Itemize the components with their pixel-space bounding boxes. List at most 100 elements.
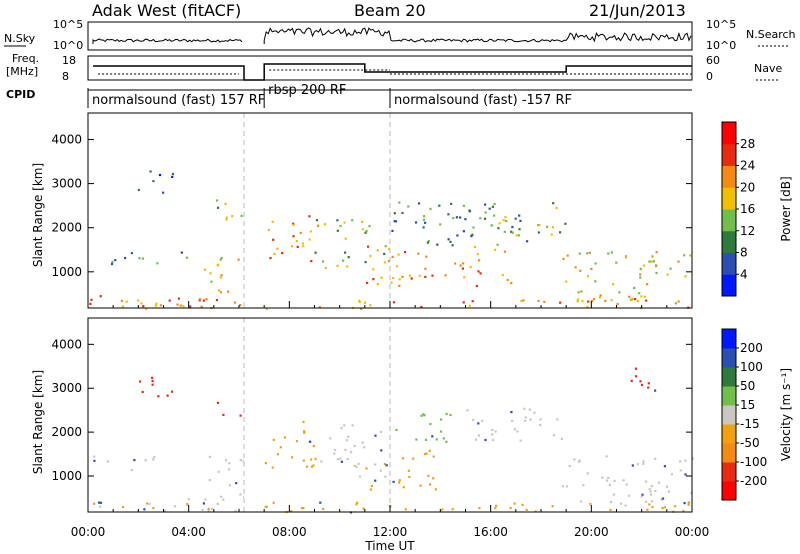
echo-cell [365, 230, 368, 233]
echo-cell [425, 255, 428, 258]
echo-cell [565, 485, 568, 488]
echo-cell [490, 224, 494, 227]
echo-cell [176, 303, 179, 306]
echo-cell [645, 299, 648, 302]
echo-cell [143, 508, 146, 511]
echo-cell [186, 503, 189, 506]
echo-cell [423, 215, 426, 218]
echo-cell [312, 444, 315, 448]
nsearch-label: N.Search [746, 28, 796, 41]
echo-cell [444, 274, 447, 277]
echo-cell [216, 502, 219, 506]
echo-cell [655, 251, 658, 254]
echo-cell [462, 301, 465, 304]
echo-cell [503, 230, 506, 233]
echo-cell [296, 245, 299, 248]
echo-cell [98, 501, 101, 504]
echo-cell [302, 245, 305, 248]
echo-cell [93, 502, 96, 505]
nsearch-tick-top: 10^5 [706, 18, 736, 31]
echo-cell [420, 414, 423, 417]
echo-cell [157, 395, 160, 398]
x-axis-ticks: 00:00 04:00 08:00 12:00 16:00 20:00 00:00 [71, 525, 710, 539]
echo-cell [380, 449, 383, 452]
nsky-panel-frame [87, 21, 693, 51]
echo-cell [479, 217, 482, 220]
echo-cell [225, 218, 228, 221]
echo-cell [364, 231, 367, 234]
echo-cell [551, 505, 554, 508]
echo-cell [687, 503, 690, 506]
echo-cell [340, 427, 343, 430]
echo-cell [518, 228, 521, 231]
nsky-label: N.Sky [4, 32, 36, 45]
echo-cell [322, 507, 325, 510]
echo-cell [351, 424, 354, 427]
echo-cell [663, 506, 666, 509]
colorbar-swatch [722, 386, 736, 406]
freq-tick-bottom: 8 [62, 70, 69, 83]
echo-cell [265, 307, 268, 311]
echo-cell [440, 418, 443, 421]
echo-cell [683, 502, 686, 505]
echo-cell [308, 215, 311, 218]
echo-cell [491, 433, 494, 436]
echo-cell [303, 431, 306, 434]
echo-cell [646, 283, 649, 286]
y-tick-label: 3000 [51, 381, 82, 395]
echo-cell [497, 227, 500, 230]
echo-cell [450, 202, 453, 205]
echo-cell [684, 473, 687, 476]
echo-cell [604, 299, 607, 302]
echo-cell [316, 224, 319, 227]
echo-cell [358, 300, 361, 303]
echo-cell [682, 509, 685, 513]
echo-cell [301, 242, 304, 245]
echo-cell [339, 224, 342, 228]
echo-cell [625, 483, 628, 486]
echo-cell [477, 434, 480, 437]
echo-cell [515, 234, 518, 237]
echo-cell [524, 416, 527, 419]
echo-cell [415, 438, 418, 441]
echo-cell [654, 457, 657, 460]
echo-cell [217, 470, 220, 473]
nave-trace-line [98, 69, 692, 75]
echo-cell [231, 215, 234, 218]
echo-cell [384, 245, 387, 248]
echo-cell [114, 259, 117, 262]
echo-cell [185, 256, 189, 259]
echo-cell [488, 207, 491, 210]
velocity-colorbar: -200 -100 -50 -15 15 50 100 200 Velocity [m s⁻¹] [721, 328, 793, 501]
echo-cell [590, 267, 593, 270]
echo-cell [387, 260, 391, 263]
echo-cell [110, 262, 114, 266]
echo-cell [578, 459, 581, 462]
echo-cell [511, 225, 514, 229]
echo-cell [171, 172, 175, 176]
echo-cell [560, 437, 563, 440]
nsky-trace [92, 27, 692, 44]
echo-cell [654, 389, 657, 392]
y-tick-label: 2000 [51, 221, 82, 235]
echo-cell [423, 414, 426, 417]
echo-cell [586, 275, 590, 278]
echo-cell [582, 484, 585, 487]
echo-cell [376, 249, 379, 252]
echo-cell [355, 503, 358, 506]
echo-cell [524, 419, 527, 422]
echo-cell [151, 376, 154, 379]
echo-cell [137, 188, 140, 192]
echo-cell [358, 299, 361, 302]
echo-cell [408, 475, 411, 478]
echo-cell [187, 498, 190, 501]
echo-cell [471, 233, 474, 236]
data-gap [244, 113, 265, 308]
echo-cell [321, 260, 325, 263]
echo-cell [391, 229, 394, 232]
echo-cell [491, 205, 494, 208]
colorbar-tick-label: 200 [740, 341, 763, 355]
echo-cell [130, 252, 133, 255]
echo-cell [151, 379, 154, 383]
echo-cell [586, 252, 589, 255]
